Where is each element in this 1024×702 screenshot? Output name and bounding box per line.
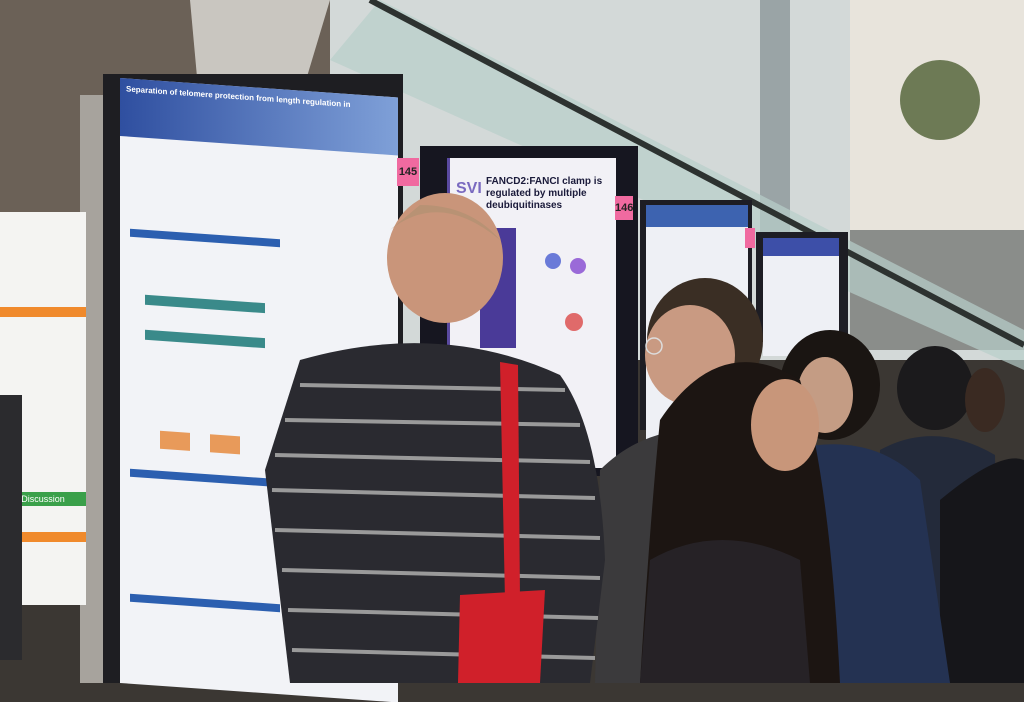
person-edge <box>0 395 22 660</box>
people <box>0 193 1024 683</box>
poster-figure <box>545 253 561 269</box>
shirt <box>265 343 605 683</box>
poster-figure <box>565 313 583 331</box>
shirt-stripes <box>271 383 601 660</box>
escalator-glass <box>330 0 1024 370</box>
body <box>640 540 810 683</box>
tree <box>900 60 980 140</box>
bag <box>458 590 545 683</box>
poster-tag <box>745 228 755 248</box>
bag-strap <box>500 362 520 600</box>
institute-logo: SVI <box>456 180 482 197</box>
escalator-rail <box>368 0 1024 348</box>
background <box>0 0 1024 683</box>
hair <box>390 205 500 240</box>
poster-number: 145 <box>397 158 419 186</box>
poster-band <box>0 307 86 317</box>
head <box>965 368 1005 432</box>
glasses <box>645 337 663 355</box>
person-striped <box>265 193 605 683</box>
face <box>751 379 819 471</box>
body <box>940 458 1024 683</box>
poster-number: 146 <box>615 196 633 220</box>
person-woman-front <box>640 362 840 683</box>
head <box>897 346 973 430</box>
poster-band <box>0 532 86 542</box>
poster-title: FANCD2:FANCI clamp is regulated by multi… <box>486 176 603 211</box>
poster-figure <box>570 258 586 274</box>
head <box>387 193 503 323</box>
